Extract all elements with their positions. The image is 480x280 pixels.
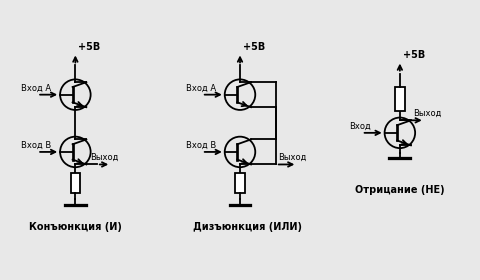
Text: Вход В: Вход В xyxy=(21,141,51,150)
Text: Вход В: Вход В xyxy=(186,141,216,150)
Bar xyxy=(395,87,405,111)
Text: Дизъюнкция (ИЛИ): Дизъюнкция (ИЛИ) xyxy=(192,222,301,232)
Text: +5В: +5В xyxy=(243,42,265,52)
Bar xyxy=(71,173,80,193)
Text: Выход: Выход xyxy=(413,109,442,118)
Text: Отрицание (НЕ): Отрицание (НЕ) xyxy=(355,185,444,195)
Text: +5В: +5В xyxy=(403,50,425,60)
Text: +5В: +5В xyxy=(78,42,100,52)
Bar xyxy=(235,173,245,193)
Text: Выход: Выход xyxy=(90,153,119,162)
Text: Выход: Выход xyxy=(278,153,307,162)
Text: Вход А: Вход А xyxy=(21,84,51,93)
Text: Конъюнкция (И): Конъюнкция (И) xyxy=(29,222,122,232)
Text: Вход А: Вход А xyxy=(186,84,216,93)
Text: Вход: Вход xyxy=(349,122,371,131)
